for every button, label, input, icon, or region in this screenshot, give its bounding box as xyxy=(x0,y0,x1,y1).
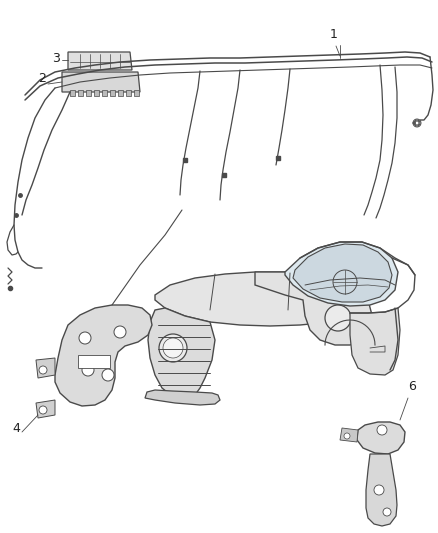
Polygon shape xyxy=(284,242,397,306)
Polygon shape xyxy=(102,90,107,96)
Polygon shape xyxy=(118,90,123,96)
Text: 6: 6 xyxy=(407,380,415,393)
Polygon shape xyxy=(78,355,110,368)
Polygon shape xyxy=(62,72,140,92)
Polygon shape xyxy=(134,90,139,96)
Polygon shape xyxy=(254,272,371,345)
Polygon shape xyxy=(36,400,55,418)
Polygon shape xyxy=(110,90,115,96)
Polygon shape xyxy=(126,90,131,96)
Polygon shape xyxy=(155,272,364,326)
Polygon shape xyxy=(36,358,55,378)
Circle shape xyxy=(324,305,350,331)
Polygon shape xyxy=(78,90,83,96)
Circle shape xyxy=(79,332,91,344)
Circle shape xyxy=(343,433,349,439)
Circle shape xyxy=(39,406,47,414)
Circle shape xyxy=(376,425,386,435)
Polygon shape xyxy=(356,422,404,454)
Polygon shape xyxy=(292,244,391,302)
Circle shape xyxy=(382,508,390,516)
Polygon shape xyxy=(145,390,219,405)
Polygon shape xyxy=(365,454,396,526)
Circle shape xyxy=(82,364,94,376)
Circle shape xyxy=(102,369,114,381)
Polygon shape xyxy=(70,90,75,96)
Circle shape xyxy=(373,485,383,495)
Text: 2: 2 xyxy=(38,72,46,85)
Polygon shape xyxy=(349,308,399,375)
Polygon shape xyxy=(55,305,152,406)
Polygon shape xyxy=(86,90,91,96)
Circle shape xyxy=(114,326,126,338)
Text: 3: 3 xyxy=(52,52,60,65)
Polygon shape xyxy=(68,52,132,70)
Circle shape xyxy=(162,338,183,358)
Polygon shape xyxy=(94,90,99,96)
Text: 1: 1 xyxy=(329,28,337,41)
Text: 4: 4 xyxy=(12,422,20,435)
Circle shape xyxy=(159,334,187,362)
Polygon shape xyxy=(148,308,215,398)
Polygon shape xyxy=(339,428,357,442)
Circle shape xyxy=(39,366,47,374)
